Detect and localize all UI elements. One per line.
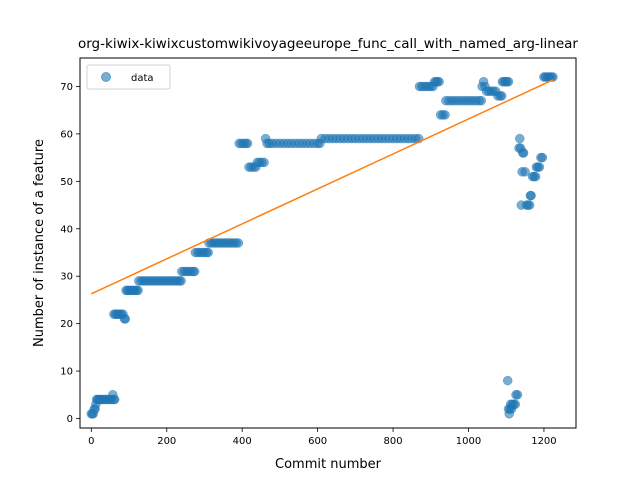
- legend-box: [86, 64, 171, 90]
- x-tick-label: 800: [384, 436, 403, 447]
- y-tick-label: 40: [60, 224, 73, 235]
- data-point: [120, 314, 131, 324]
- data-point: [133, 285, 143, 296]
- data-point: [502, 375, 513, 386]
- y-tick-label: 20: [60, 319, 73, 330]
- data-point: [512, 390, 523, 400]
- data-point: [233, 238, 244, 248]
- data-point: [440, 110, 450, 120]
- y-tick-label: 50: [60, 177, 73, 188]
- axes-frame: [79, 57, 577, 429]
- data-point: [548, 72, 558, 82]
- legend-label-data: data: [131, 73, 154, 84]
- y-axis: 0 10 20 30 40 50 60 70: [60, 82, 80, 425]
- data-point: [518, 148, 529, 158]
- x-tick-label: 200: [157, 436, 176, 447]
- data-point: [534, 162, 545, 172]
- x-tick-label: 0: [88, 436, 94, 447]
- data-point: [503, 76, 514, 87]
- x-tick-label: 1200: [531, 436, 556, 447]
- x-tick-label: 400: [233, 436, 252, 447]
- data-point: [520, 167, 530, 177]
- y-tick-label: 70: [60, 82, 73, 93]
- plot-area: [86, 72, 558, 419]
- data-point: [476, 95, 487, 106]
- data-point: [109, 394, 120, 405]
- data-point: [259, 157, 269, 168]
- data-point: [530, 171, 541, 182]
- data-point: [537, 152, 548, 163]
- data-point: [515, 133, 525, 144]
- data-point: [189, 266, 200, 277]
- data-point: [434, 76, 444, 87]
- y-tick-label: 10: [60, 367, 73, 378]
- x-axis-label: Commit number: [275, 457, 382, 472]
- data-point: [524, 200, 535, 210]
- data-point: [203, 247, 213, 258]
- y-tick-label: 60: [60, 129, 73, 140]
- chart-title: org-kiwix-kiwixcustomwikivoyageeurope_fu…: [78, 36, 578, 52]
- y-tick-label: 0: [67, 414, 73, 425]
- data-point: [526, 190, 536, 201]
- legend: data: [86, 64, 171, 90]
- legend-marker-data: [101, 72, 111, 82]
- x-tick-label: 1000: [456, 436, 481, 447]
- y-axis-label: Number of instance of a feature: [32, 139, 47, 347]
- x-axis: 0 200 400 600 800 1000 1200: [88, 428, 557, 447]
- data-point: [496, 91, 507, 101]
- x-tick-label: 600: [308, 436, 327, 447]
- y-tick-label: 30: [60, 272, 73, 283]
- data-point: [176, 276, 186, 286]
- trend-line: [90, 79, 554, 295]
- data-point: [510, 399, 521, 410]
- data-point: [242, 138, 253, 149]
